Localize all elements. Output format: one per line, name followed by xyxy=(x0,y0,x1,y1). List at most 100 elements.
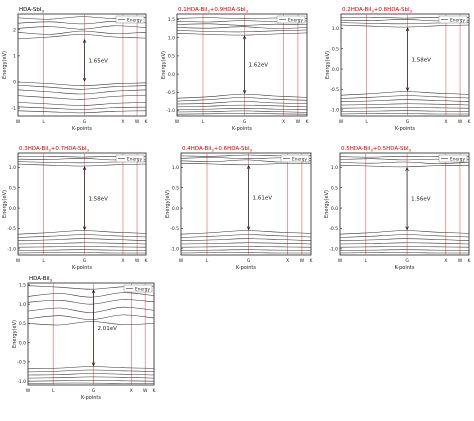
gap-label: 2.01eV xyxy=(98,326,118,332)
band-line xyxy=(176,110,308,113)
band-line xyxy=(340,110,470,112)
gap-label: 1.61eV xyxy=(253,196,273,202)
band-line xyxy=(339,249,470,251)
kpoint-label: K xyxy=(145,258,149,264)
kpoint-label: K xyxy=(468,119,472,125)
band-line xyxy=(180,246,312,248)
band-line xyxy=(17,163,147,167)
y-tick-label: -1.0 xyxy=(170,247,179,253)
y-tick-label: -1.0 xyxy=(17,379,26,385)
band-line xyxy=(176,26,308,29)
y-tick-label: 1.0 xyxy=(331,165,338,171)
band-line xyxy=(340,91,470,96)
band-line xyxy=(180,230,312,235)
legend-box xyxy=(438,154,468,163)
kpoint-label: L xyxy=(206,258,209,264)
band-line xyxy=(339,234,470,238)
band-line xyxy=(17,242,147,245)
y-axis-label: Energy(eV) xyxy=(2,190,8,218)
chart-title: 0.5HDA-BiI3+0.5HDA-SbI3 xyxy=(341,146,412,153)
x-axis-label: K-points xyxy=(395,126,415,132)
band-line xyxy=(17,230,147,235)
band-line xyxy=(17,246,147,248)
band-line xyxy=(27,373,155,376)
band-line xyxy=(17,34,147,40)
y-tick-label: 0.5 xyxy=(172,185,179,191)
band-line xyxy=(17,81,147,86)
band-line xyxy=(17,110,147,114)
band-line xyxy=(17,234,147,238)
band-line xyxy=(176,108,308,111)
kpoint-label: K xyxy=(306,119,310,125)
kpoint-label: K xyxy=(468,258,472,264)
chart-title: 0.4HDA-BiI3+0.6HDA-SbI3 xyxy=(182,146,253,153)
y-tick-label: 1.5 xyxy=(19,283,26,289)
y-tick-label: -0.5 xyxy=(166,90,175,96)
kpoint-label: W xyxy=(16,119,21,125)
kpoint-label: W xyxy=(26,388,31,394)
band-line xyxy=(176,113,308,115)
title-part: +0.5HDA-SbI xyxy=(373,146,409,152)
gap-label: 1.62eV xyxy=(249,63,269,69)
y-tick-label: -1.0 xyxy=(329,247,338,253)
kpoint-label: W xyxy=(339,119,344,125)
chart-title: 0.2HDA-BiI3+0.8HDA-SbI3 xyxy=(342,7,413,14)
kpoint-label: W xyxy=(135,258,140,264)
kpoint-label: G xyxy=(83,258,87,264)
gap-arrow-head xyxy=(246,226,251,231)
legend-label: Energy xyxy=(450,17,466,23)
kpoint-label: L xyxy=(365,258,368,264)
y-tick-label: -1 xyxy=(12,106,17,112)
x-axis-label: K-points xyxy=(395,265,415,271)
kpoint-label: X xyxy=(444,119,447,125)
title-subscript: 3 xyxy=(211,148,214,153)
title-part: 0.5HDA-BiI xyxy=(341,146,371,152)
band-line xyxy=(17,106,147,110)
band-line xyxy=(180,249,312,251)
title-subscript: 3 xyxy=(42,9,45,14)
y-tick-label: 2 xyxy=(13,27,16,33)
y-tick-label: -1.0 xyxy=(330,108,339,114)
band-line xyxy=(17,102,147,106)
title-subscript: 3 xyxy=(207,9,210,14)
band-line xyxy=(340,24,470,28)
y-axis-label: Energy(eV) xyxy=(324,190,330,218)
title-part: HDA-BiI xyxy=(29,276,50,282)
y-tick-label: 0.5 xyxy=(9,185,16,191)
band-line xyxy=(27,380,155,382)
band-line xyxy=(180,162,312,166)
band-line xyxy=(176,23,308,26)
kpoint-label: L xyxy=(42,258,45,264)
band-line xyxy=(27,376,155,379)
y-tick-label: 0.0 xyxy=(172,206,179,212)
x-axis-label: K-points xyxy=(236,265,256,271)
y-tick-label: -0.5 xyxy=(17,360,26,366)
chart-panel-7: W L G X W K2.01eV-1.0-0.50.00.51.01.5K-points… xyxy=(12,276,157,401)
kpoint-label: W xyxy=(296,119,301,125)
gap-arrow-head xyxy=(82,226,87,231)
title-subscript: 3 xyxy=(48,148,51,153)
title-subscript: 3 xyxy=(409,148,412,153)
kpoint-label: K xyxy=(310,258,314,264)
kpoint-label: X xyxy=(121,258,124,264)
chart-panel-6: W L G X W K1.56eV-1.0-0.50.00.51.0K-pointsEne… xyxy=(324,146,472,271)
x-axis-label: K-points xyxy=(81,395,101,401)
kpoint-label: G xyxy=(405,258,409,264)
kpoint-label: G xyxy=(247,258,251,264)
band-line xyxy=(17,238,147,241)
legend-label: Energy xyxy=(450,156,466,162)
y-tick-label: 1.0 xyxy=(332,26,339,32)
band-line xyxy=(339,246,470,248)
y-tick-label: -0.5 xyxy=(170,226,179,232)
y-tick-label: 0.0 xyxy=(168,72,175,78)
band-line xyxy=(340,103,470,106)
y-tick-label: -1.0 xyxy=(7,247,16,253)
kpoint-label: W xyxy=(179,258,184,264)
title-part: +0.7HDA-SbI xyxy=(51,146,87,152)
kpoint-label: W xyxy=(458,258,463,264)
gap-arrow-head xyxy=(242,90,247,94)
gap-label: 1.58eV xyxy=(412,57,432,63)
legend-box xyxy=(280,154,310,163)
band-line xyxy=(17,89,147,95)
legend-label: Energy xyxy=(292,156,308,162)
